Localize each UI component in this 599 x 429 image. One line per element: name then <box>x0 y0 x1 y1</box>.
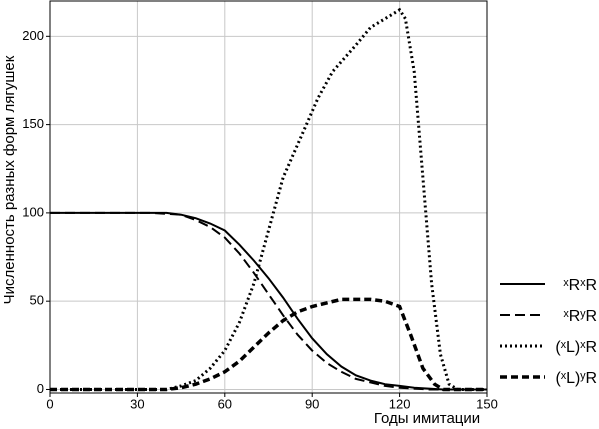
y-tick-label: 50 <box>30 293 44 308</box>
x-tick-label: 60 <box>218 396 232 411</box>
y-tick-label: 100 <box>22 204 44 219</box>
y-axis-label: Численность разных форм лягушек <box>1 55 18 304</box>
series-line <box>50 297 487 392</box>
series-line <box>50 211 487 391</box>
legend-label: (ˣL)ˣR <box>555 339 597 356</box>
x-tick-label: 0 <box>46 396 53 411</box>
x-tick-label: 120 <box>389 396 411 411</box>
x-axis-label: Годы имитации <box>374 410 480 427</box>
y-tick-label: 150 <box>22 116 44 131</box>
legend-label: ˣRʸR <box>564 308 598 325</box>
series-line <box>50 7 487 391</box>
legend: ˣRˣR ˣRʸR (ˣL)ˣR (ˣL)ʸR <box>500 277 597 387</box>
plot-frame <box>49 0 488 394</box>
x-tick-label: 90 <box>305 396 319 411</box>
series-line <box>50 211 487 391</box>
y-tick-label: 200 <box>22 28 44 43</box>
x-tick-label: 30 <box>130 396 144 411</box>
x-tick-label: 150 <box>476 396 498 411</box>
legend-label: ˣRˣR <box>563 277 597 294</box>
y-tick-label: 0 <box>37 381 44 396</box>
legend-label: (ˣL)ʸR <box>556 370 598 387</box>
